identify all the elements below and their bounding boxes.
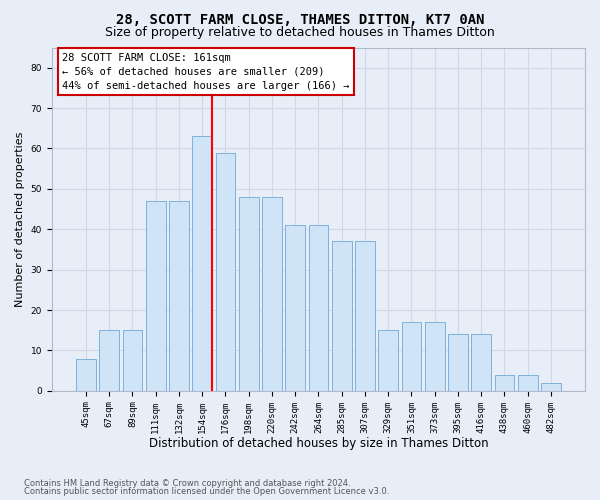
Bar <box>471 334 491 391</box>
Bar <box>215 152 235 391</box>
Text: Contains public sector information licensed under the Open Government Licence v3: Contains public sector information licen… <box>24 488 389 496</box>
Bar <box>401 322 421 391</box>
Bar <box>122 330 142 391</box>
Bar <box>448 334 468 391</box>
Text: Size of property relative to detached houses in Thames Ditton: Size of property relative to detached ho… <box>105 26 495 39</box>
Y-axis label: Number of detached properties: Number of detached properties <box>15 132 25 307</box>
Bar <box>425 322 445 391</box>
Bar <box>332 242 352 391</box>
Bar <box>99 330 119 391</box>
Bar <box>355 242 375 391</box>
Bar <box>239 197 259 391</box>
Bar <box>76 358 96 391</box>
Bar <box>378 330 398 391</box>
Text: 28 SCOTT FARM CLOSE: 161sqm
← 56% of detached houses are smaller (209)
44% of se: 28 SCOTT FARM CLOSE: 161sqm ← 56% of det… <box>62 52 350 90</box>
Bar <box>308 225 328 391</box>
Bar <box>494 374 514 391</box>
Text: Contains HM Land Registry data © Crown copyright and database right 2024.: Contains HM Land Registry data © Crown c… <box>24 478 350 488</box>
Bar <box>262 197 282 391</box>
X-axis label: Distribution of detached houses by size in Thames Ditton: Distribution of detached houses by size … <box>149 437 488 450</box>
Bar <box>146 201 166 391</box>
Bar <box>192 136 212 391</box>
Bar <box>285 225 305 391</box>
Bar <box>541 383 561 391</box>
Bar <box>169 201 189 391</box>
Bar <box>518 374 538 391</box>
Text: 28, SCOTT FARM CLOSE, THAMES DITTON, KT7 0AN: 28, SCOTT FARM CLOSE, THAMES DITTON, KT7… <box>116 12 484 26</box>
